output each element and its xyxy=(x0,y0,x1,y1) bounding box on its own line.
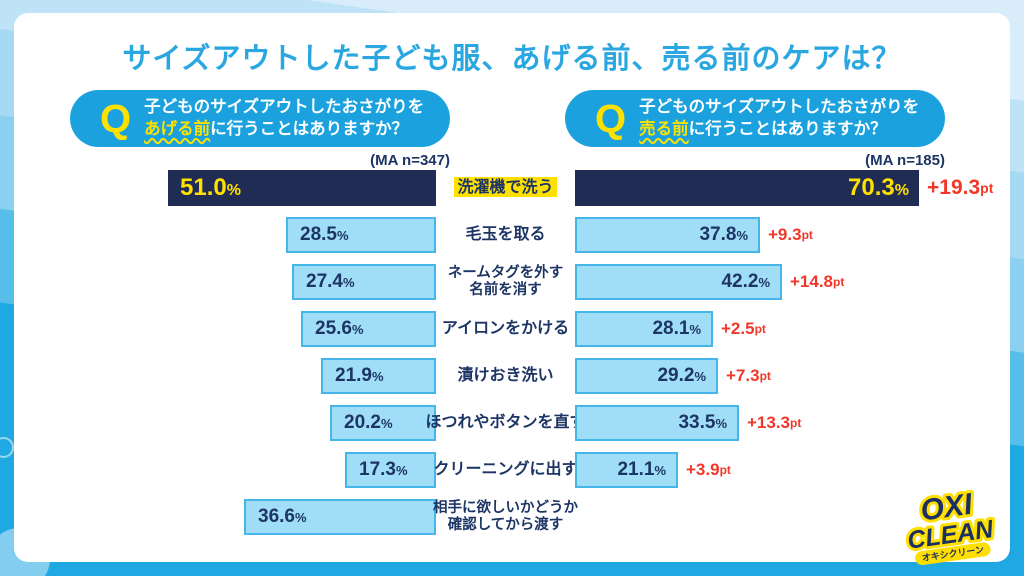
bar-value: 36.6% xyxy=(258,506,307,527)
bar-value-unit: % xyxy=(395,463,408,478)
bar-value: 37.8% xyxy=(699,224,748,245)
bar-value-unit: % xyxy=(294,510,307,525)
bar-value-unit: % xyxy=(689,322,701,337)
bar-value-unit: % xyxy=(736,228,748,243)
right-bar: 42.2% xyxy=(575,264,782,300)
chart-row: 21.9% 漬けおき洗い 29.2% +7.3 pt xyxy=(14,358,1010,394)
bar-value-unit: % xyxy=(894,182,909,199)
category-label: ほつれやボタンを直す xyxy=(425,413,586,431)
bar-value-unit: % xyxy=(380,416,393,431)
left-bar: 27.4% xyxy=(292,264,436,300)
question-right-highlight: 売る前 xyxy=(639,119,689,138)
bar-value: 28.1% xyxy=(652,318,701,339)
bar-value: 27.4% xyxy=(306,271,355,292)
diff-unit: pt xyxy=(719,463,731,477)
question-left-text: 子どものサイズアウトしたおさがりを あげる前に行うことはありますか？ xyxy=(144,97,425,138)
diff-label: +13.3 pt xyxy=(747,413,802,432)
bar-value: 28.5% xyxy=(300,224,349,245)
bar-value: 51.0% xyxy=(180,174,241,201)
category-label: ネームタグを外す 名前を消す xyxy=(447,264,564,298)
right-bar: 33.5% xyxy=(575,405,739,441)
diff-label: +7.3 pt xyxy=(726,366,771,385)
left-bar: 21.9% xyxy=(321,358,436,394)
bar-value-unit: % xyxy=(336,228,349,243)
bar-value-unit: % xyxy=(342,275,355,290)
chart-rows: 51.0% 洗濯機で洗う 70.3% +19.3 pt 28.5% 毛玉を取る 37.8% +9… xyxy=(14,170,1010,552)
q-mark-icon: Q xyxy=(100,96,132,141)
right-bar: 70.3% xyxy=(575,170,919,206)
bar-value: 21.1% xyxy=(617,459,666,480)
diff-unit: pt xyxy=(833,275,845,289)
question-left: Q 子どものサイズアウトしたおさがりを あげる前に行うことはありますか？ xyxy=(70,90,450,147)
bar-value-unit: % xyxy=(371,369,384,384)
question-right-text: 子どものサイズアウトしたおさがりを 売る前に行うことはありますか？ xyxy=(639,97,920,138)
left-bar: 17.3% xyxy=(345,452,436,488)
diff-label: +9.3 pt xyxy=(768,225,813,244)
sample-size-right: (MA n=185) xyxy=(865,152,945,169)
left-bar: 51.0% xyxy=(168,170,436,206)
page-title: サイズアウトした子ども服、あげる前、売る前のケアは？ xyxy=(122,43,902,75)
diff-label: +14.8 pt xyxy=(790,272,845,291)
diff-label: +3.9 pt xyxy=(686,460,731,479)
diff-label: +2.5 pt xyxy=(721,319,766,338)
category-label: 毛玉を取る xyxy=(465,225,546,243)
chart-row: 51.0% 洗濯機で洗う 70.3% +19.3 pt xyxy=(14,170,1010,206)
bar-value-unit: % xyxy=(694,369,706,384)
bar-value: 20.2% xyxy=(344,412,393,433)
bar-value: 70.3% xyxy=(848,174,909,201)
bar-value-unit: % xyxy=(351,322,364,337)
content-panel: サイズアウトした子ども服、あげる前、売る前のケアは？ Q 子どものサイズアウトし… xyxy=(14,13,1010,566)
q-mark-icon: Q xyxy=(595,96,627,141)
question-right: Q 子どものサイズアウトしたおさがりを 売る前に行うことはありますか？ xyxy=(565,90,945,147)
diff-unit: pt xyxy=(754,322,766,336)
bar-value-unit: % xyxy=(226,182,241,199)
category-label: 相手に欲しいかどうか 確認してから渡す xyxy=(433,499,578,533)
bar-value: 33.5% xyxy=(678,412,727,433)
diff-unit: pt xyxy=(759,369,771,383)
bar-value-unit: % xyxy=(715,416,727,431)
sample-size-left: (MA n=347) xyxy=(370,152,450,169)
bar-value: 42.2% xyxy=(721,271,770,292)
bar-value: 29.2% xyxy=(657,365,706,386)
chart-row: 36.6% 相手に欲しいかどうか 確認してから渡す xyxy=(14,499,1010,535)
right-bar: 29.2% xyxy=(575,358,718,394)
question-left-highlight: あげる前 xyxy=(144,119,211,138)
bar-value: 25.6% xyxy=(315,318,364,339)
right-bar: 21.1% xyxy=(575,452,678,488)
category-highlight: 洗濯機で洗う xyxy=(454,176,557,197)
diff-unit: pt xyxy=(790,416,802,430)
left-bar: 20.2% xyxy=(330,405,436,441)
right-bar: 28.1% xyxy=(575,311,713,347)
right-bar: 37.8% xyxy=(575,217,760,253)
bar-value-unit: % xyxy=(758,275,770,290)
chart-row: 28.5% 毛玉を取る 37.8% +9.3 pt xyxy=(14,217,1010,253)
category-label: クリーニングに出す xyxy=(433,460,578,478)
chart-row: 25.6% アイロンをかける 28.1% +2.5 pt xyxy=(14,311,1010,347)
bar-value: 21.9% xyxy=(335,365,384,386)
left-bar: 36.6% xyxy=(244,499,436,535)
bar-value-unit: % xyxy=(654,463,666,478)
category-label: 洗濯機で洗う xyxy=(436,170,575,206)
left-bar: 28.5% xyxy=(286,217,436,253)
diff-unit: pt xyxy=(980,180,994,196)
oxiclean-logo: OXI CLEAN オキシクリーン xyxy=(903,485,999,566)
left-bar: 25.6% xyxy=(301,311,436,347)
diff-label: +19.3 pt xyxy=(927,176,994,199)
logo-banner xyxy=(915,542,991,566)
bar-value: 17.3% xyxy=(359,459,408,480)
chart-row: 27.4% ネームタグを外す 名前を消す 42.2% +14.8 pt xyxy=(14,264,1010,300)
chart-row: 17.3% クリーニングに出す 21.1% +3.9 pt xyxy=(14,452,1010,488)
bubble-ring-decoration xyxy=(0,437,14,458)
chart-row: 20.2% ほつれやボタンを直す 33.5% +13.3 pt xyxy=(14,405,1010,441)
diff-unit: pt xyxy=(801,228,813,242)
category-label: 漬けおき洗い xyxy=(457,366,554,384)
category-label: アイロンをかける xyxy=(441,319,570,337)
